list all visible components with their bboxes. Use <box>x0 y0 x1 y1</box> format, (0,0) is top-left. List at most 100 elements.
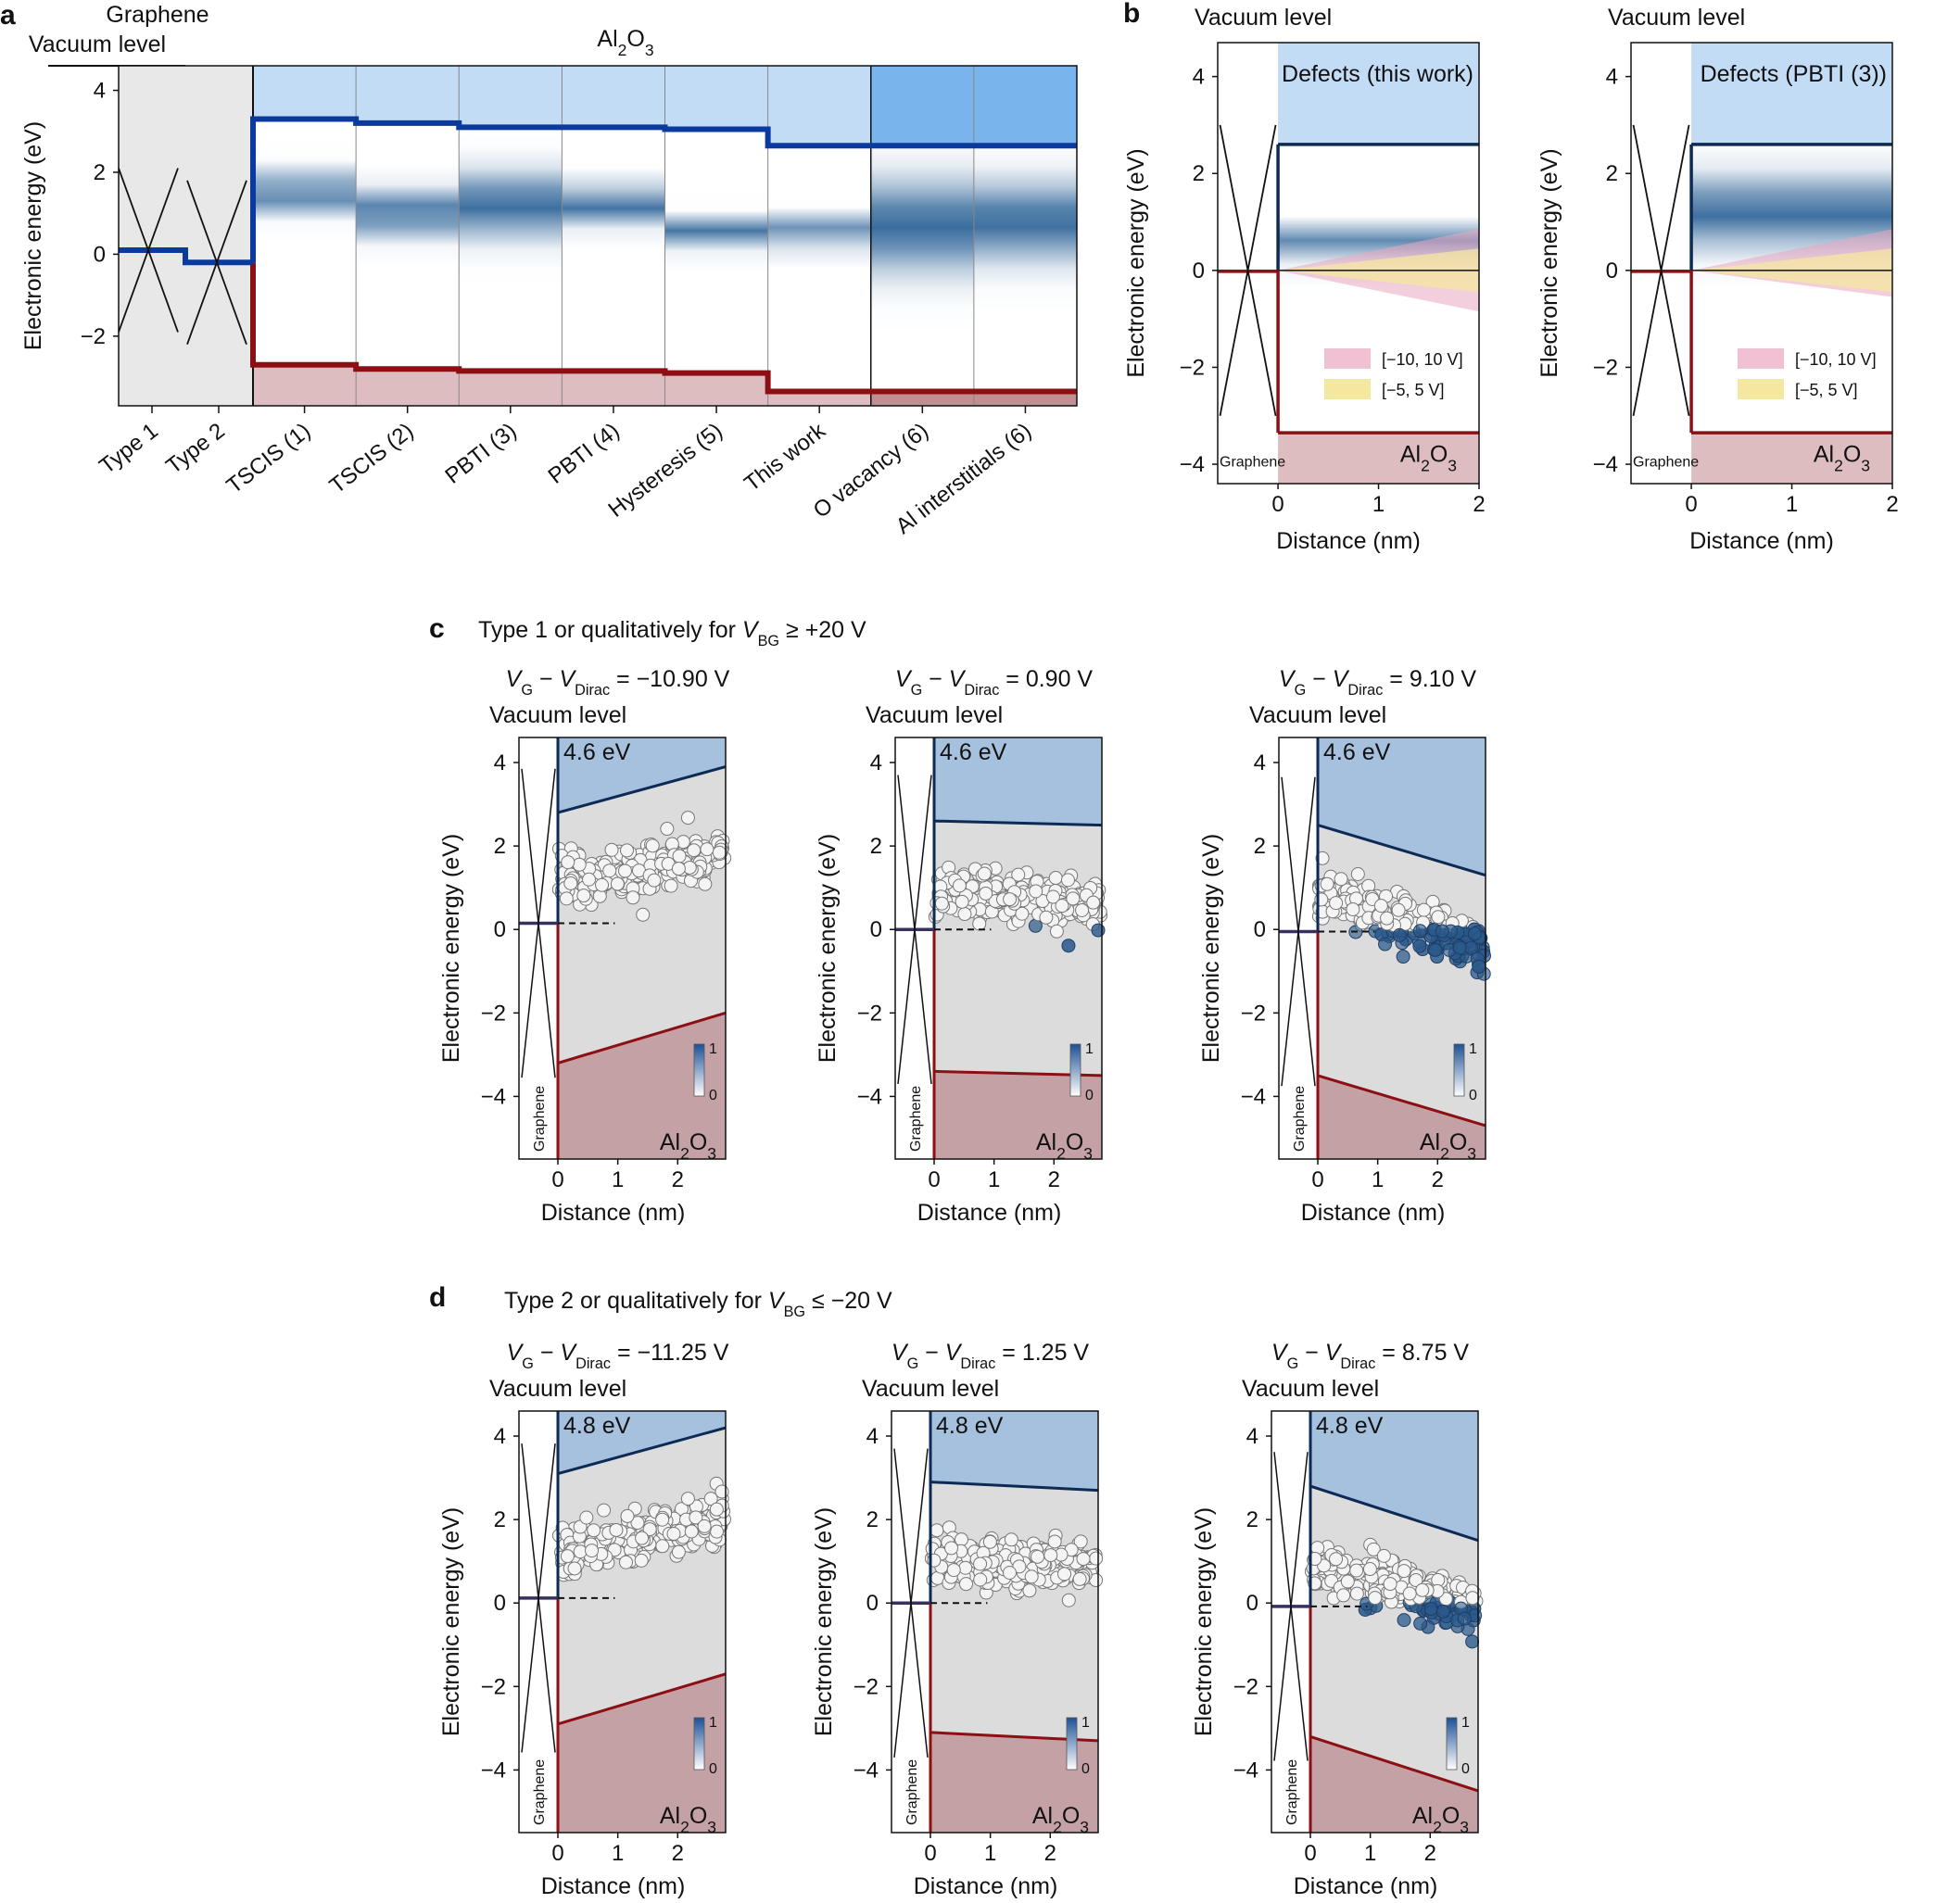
defect-point <box>1465 1591 1480 1606</box>
defect-scatter <box>924 1520 1104 1607</box>
x-tick-label: 2 <box>1424 1841 1436 1866</box>
valence-band-block <box>664 372 768 406</box>
defect-point <box>1057 1567 1072 1582</box>
x-tick-label: 2 <box>1048 1167 1060 1192</box>
dirac-cone-line <box>118 168 179 333</box>
y-tick-label: 2 <box>94 160 106 185</box>
vacuum-level-label: Vacuum level <box>489 1376 626 1402</box>
y-tick-label: −2 <box>1593 355 1618 380</box>
y-tick-label: 4 <box>94 79 106 104</box>
defect-point <box>636 907 651 922</box>
y-tick-label: 4 <box>1606 65 1618 90</box>
defect-band <box>664 129 768 373</box>
defect-point <box>655 1512 670 1527</box>
y-tick-label: 2 <box>494 834 506 859</box>
defect-point <box>1022 1583 1037 1598</box>
colorbar <box>693 1043 705 1097</box>
valence-band-region <box>1318 1075 1486 1159</box>
y-tick-label: 0 <box>494 1591 506 1616</box>
y-tick-label: 0 <box>1193 258 1205 284</box>
category-label: Type 1 <box>95 418 162 479</box>
defect-point <box>1073 1534 1088 1549</box>
defect-point <box>1392 927 1407 942</box>
defect-point <box>1329 1552 1344 1567</box>
defect-band <box>973 145 1077 392</box>
x-axis-label: Distance (nm) <box>1689 528 1834 554</box>
x-tick-label: 0 <box>928 1167 940 1192</box>
panel-a: a Graphene Vacuum level Al2O3 4 2 0 −2 Electroni… <box>0 0 1078 539</box>
defect-point <box>958 1577 973 1592</box>
defect-point <box>1015 906 1030 921</box>
defect-point <box>697 1519 712 1533</box>
defect-point <box>1075 902 1090 917</box>
defect-point <box>946 1563 961 1578</box>
defect-point <box>610 876 625 891</box>
defect-point <box>1431 910 1446 925</box>
oxide-label: Al2O3 <box>1412 1803 1469 1836</box>
graphene-label: Graphene <box>532 1086 548 1152</box>
defect-point <box>977 866 992 881</box>
conduction-band-block <box>870 66 974 146</box>
defect-point <box>1055 899 1069 914</box>
y-tick-label: 0 <box>1254 917 1266 942</box>
defect-point <box>1402 1586 1417 1601</box>
y-tick-label: −4 <box>1593 452 1618 477</box>
y-axis-label: Electronic energy (eV) <box>1191 1507 1217 1736</box>
valence-band-block <box>459 371 563 406</box>
oxide-label: Al2O3 <box>1032 1803 1089 1836</box>
dirac-cone-line <box>1632 124 1690 416</box>
dirac-cone-line <box>521 768 556 1078</box>
y-tick-label: −4 <box>1241 1084 1266 1109</box>
defect-band <box>870 145 974 392</box>
legend-swatch-yellow <box>1324 379 1371 399</box>
y-tick-label: −2 <box>854 1674 879 1699</box>
colorbar <box>1453 1043 1465 1097</box>
vacuum-level-label: Vacuum level <box>866 702 1003 728</box>
defect-point <box>645 838 660 853</box>
colorbar-tick-bottom: 0 <box>1469 1088 1477 1103</box>
defect-point <box>604 842 619 857</box>
defect-point <box>1412 939 1427 953</box>
x-tick-label: 0 <box>551 1841 563 1866</box>
x-tick-label: 0 <box>924 1841 936 1866</box>
colorbar-tick-top: 1 <box>709 1041 717 1057</box>
legend-label-pink: [−10, 10 V] <box>1382 350 1463 369</box>
y-tick-label: −4 <box>481 1084 506 1109</box>
y-tick-label: −2 <box>1241 1001 1266 1026</box>
defect-scatter <box>1304 1537 1484 1649</box>
panel-b2: Vacuum level Graphene Al2O3 Defects (PBTI (… <box>1536 5 1899 554</box>
panel-c1: VG − VDirac = −10.90 V Vacuum level Graphe… <box>438 666 732 1226</box>
graphene-label: Graphene <box>1292 1086 1308 1152</box>
defect-point <box>1039 910 1054 925</box>
cb-edge <box>557 765 727 814</box>
defect-point <box>934 896 949 911</box>
cb-edge <box>1309 1484 1479 1543</box>
conduction-band-region <box>930 1411 1098 1491</box>
defect-point <box>709 1502 724 1517</box>
conduction-band-region <box>558 737 726 813</box>
legend-swatch-pink <box>1324 348 1371 369</box>
x-tick-label: 1 <box>984 1841 996 1866</box>
conduction-band-region <box>1310 1411 1478 1541</box>
colorbar-tick-bottom: 0 <box>1081 1761 1090 1777</box>
x-axis-label: Distance (nm) <box>541 1200 686 1226</box>
category-label: TSCIS (1) <box>222 418 316 498</box>
panel-letter-a: a <box>0 0 16 31</box>
defect-point <box>1004 1532 1018 1547</box>
graphene-label: Graphene <box>532 1759 548 1825</box>
defect-point <box>672 849 687 863</box>
y-tick-label: 4 <box>1193 65 1205 90</box>
y-tick-label: 2 <box>866 1507 879 1532</box>
y-axis-label: Electronic energy (eV) <box>1123 148 1149 377</box>
defect-point <box>582 872 597 887</box>
y-tick-label: −4 <box>854 1758 879 1783</box>
defect-point <box>1428 942 1443 957</box>
defect-point <box>671 1544 686 1559</box>
graphene-fermi-line <box>119 246 253 266</box>
cb-edge <box>929 1481 1099 1493</box>
defect-point <box>572 857 587 872</box>
y-tick-label: 0 <box>866 1591 879 1616</box>
x-tick-label: 2 <box>1886 492 1898 517</box>
conduction-band-block <box>459 66 563 128</box>
